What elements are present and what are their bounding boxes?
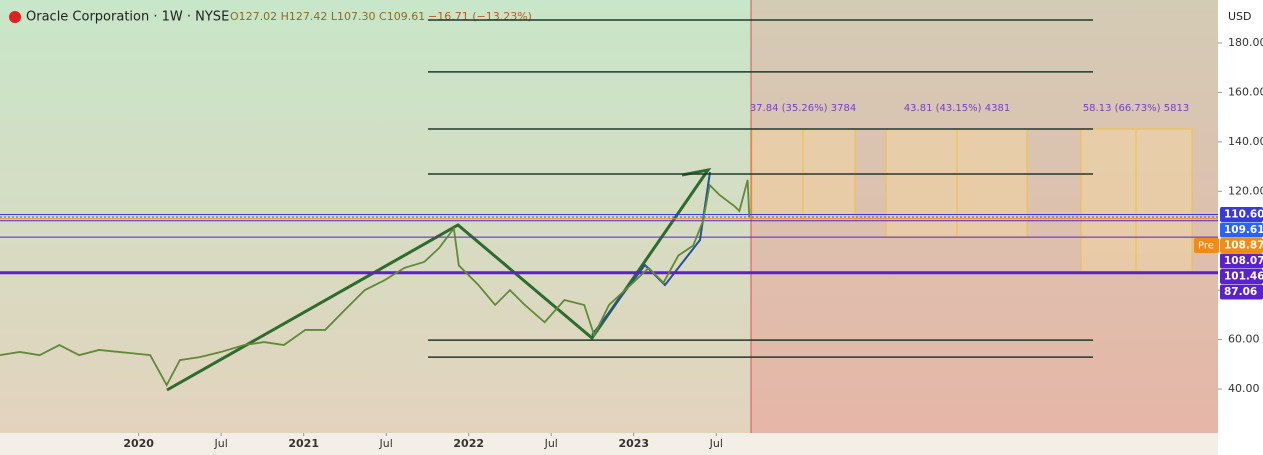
time-axis [0,433,1218,455]
currency: USD [1228,10,1252,23]
y-tick-label: 140.00 [1228,135,1263,148]
price-tag [1220,207,1263,223]
price-tag [1220,253,1263,269]
projection-label: 37.84 (35.26%) 3784 [750,103,856,114]
x-tick-label: 2020 [123,437,154,450]
x-tick-label: Jul [214,437,228,450]
pre-tag [1194,238,1219,254]
y-tick-label: 40.00 [1228,382,1260,395]
y-tick-label: 60.00 [1228,333,1260,346]
price-tag-label: 101.46 [1224,271,1263,283]
pre-tag-label: Pre [1198,241,1214,252]
price-tag-label: 109.61 [1224,224,1263,236]
symbol: Oracle Corporation · 1W · NYSE [26,10,229,25]
price-tag [1220,238,1263,254]
zigzag [166,167,712,392]
change: −16.71 (−13.23%) [428,10,532,23]
price-tag [1220,269,1263,285]
price-series [0,179,751,387]
x-tick-label: 2022 [453,437,484,450]
projection-label: 58.13 (66.73%) 5813 [1083,103,1189,114]
price-tag [1220,284,1263,300]
price-tag [1220,222,1263,238]
x-tick-label: 2023 [618,437,649,450]
price-tag-label: 87.06 [1224,286,1257,298]
x-tick-label: 2021 [288,437,319,450]
logo [9,11,21,23]
price-tag-label: 108.87 [1224,240,1263,252]
projection-label: 43.81 (43.15%) 4381 [904,103,1010,114]
x-tick-label: Jul [544,437,558,450]
y-tick-label: 120.00 [1228,184,1263,197]
x-tick-label: Jul [709,437,723,450]
x-tick-label: Jul [379,437,393,450]
ohlc: O127.02 H127.42 L107.30 C109.61 [230,10,425,23]
price-tag-label: 110.60 [1224,209,1263,221]
price-tag-label: 108.07 [1224,255,1263,267]
y-tick-label: 180.00 [1228,36,1263,49]
y-tick-label: 160.00 [1228,85,1263,98]
